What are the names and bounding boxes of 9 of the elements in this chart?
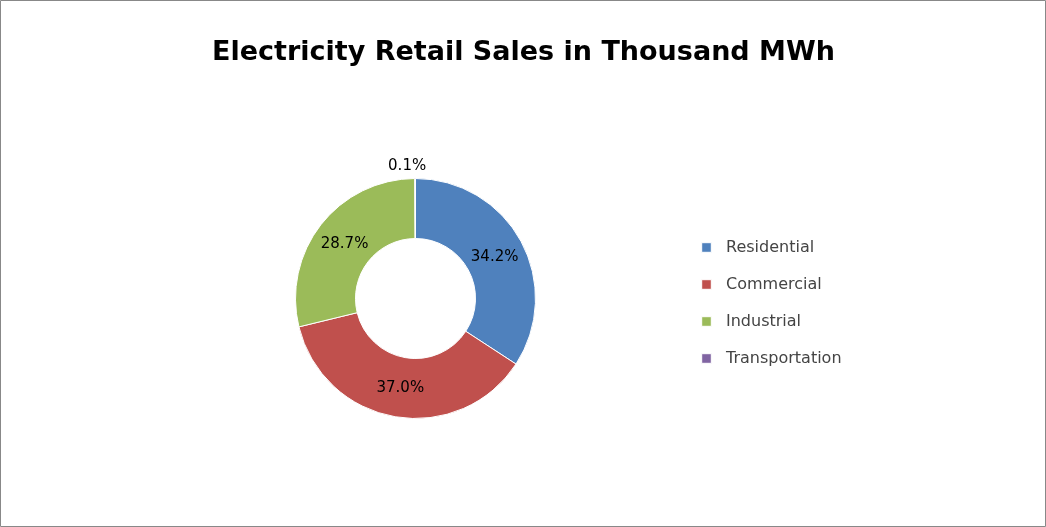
legend-label: Transportation xyxy=(726,348,842,367)
data-label: 0.1% xyxy=(388,155,427,174)
data-label: 34.2% xyxy=(470,246,519,265)
legend-label: Industrial xyxy=(726,311,802,330)
data-label: 28.7% xyxy=(320,234,369,253)
legend-label: Residential xyxy=(726,237,815,256)
data-label: 37.0% xyxy=(376,378,425,397)
legend-label: Commercial xyxy=(726,274,822,293)
chart-title: Electricity Retail Sales in Thousand MWh xyxy=(212,35,835,66)
